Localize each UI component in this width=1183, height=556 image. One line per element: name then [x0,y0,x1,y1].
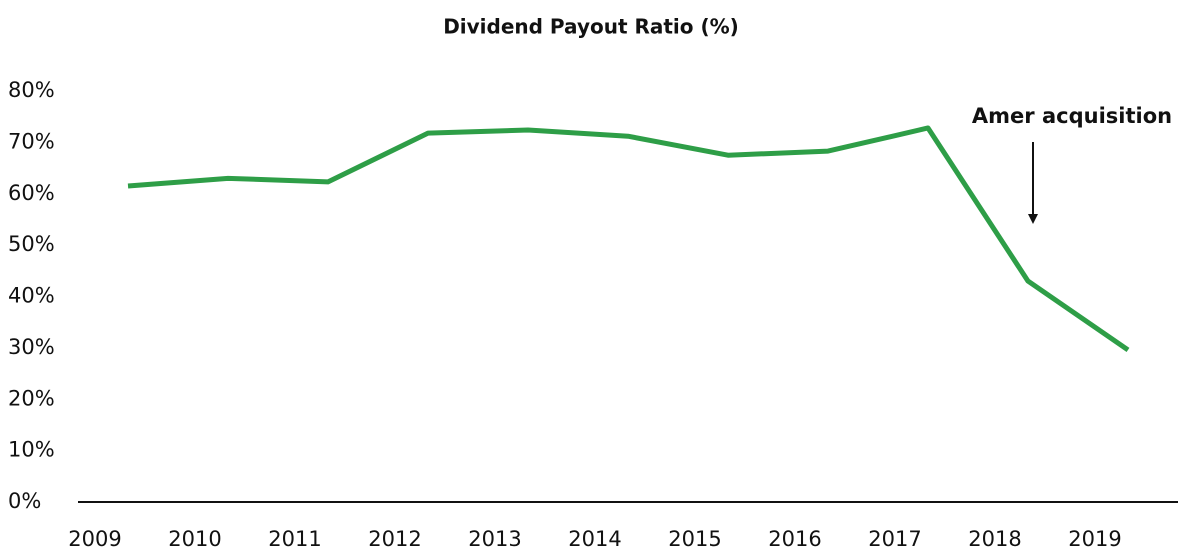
y-tick-label: 70% [8,129,55,153]
x-tick-label: 2019 [1068,527,1121,551]
y-tick-label: 0% [8,489,41,513]
data-line [127,125,1130,352]
y-tick-label: 20% [8,386,55,410]
y-tick-label: 50% [8,232,55,256]
x-tick-label: 2018 [968,527,1021,551]
annotation-arrowhead [1028,214,1038,224]
annotation: Amer acquisition [972,104,1172,128]
y-tick-label: 60% [8,181,55,205]
y-tick-label: 30% [8,335,55,359]
x-tick-label: 2012 [368,527,421,551]
x-tick-label: 2016 [768,527,821,551]
chart-title: Dividend Payout Ratio (%) [443,15,739,39]
x-tick-label: 2013 [468,527,521,551]
x-tick-label: 2011 [268,527,321,551]
y-tick-label: 10% [8,438,55,462]
y-tick-label: 40% [8,284,55,308]
x-tick-label: 2009 [68,527,121,551]
x-tick-label: 2017 [868,527,921,551]
x-tick-label: 2014 [568,527,621,551]
y-tick-label: 80% [8,78,55,102]
x-tick-label: 2010 [168,527,221,551]
x-tick-label: 2015 [668,527,721,551]
